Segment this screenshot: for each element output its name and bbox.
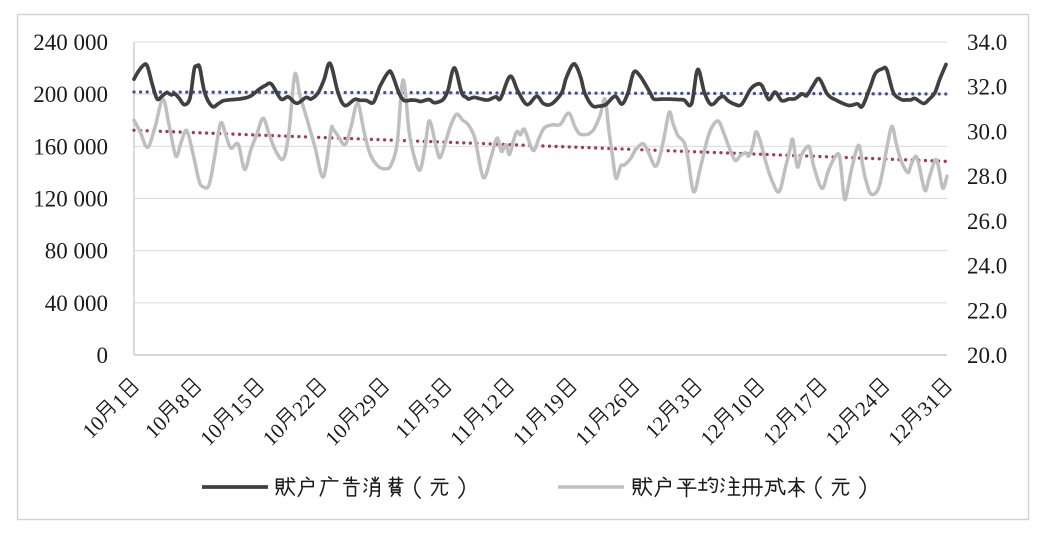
svg-text:120 000: 120 000 (33, 187, 108, 212)
svg-text:240 000: 240 000 (33, 30, 108, 55)
svg-text:20.0: 20.0 (967, 343, 1007, 368)
svg-text:32.0: 32.0 (967, 75, 1007, 100)
svg-text:28.0: 28.0 (967, 164, 1007, 189)
svg-text:0: 0 (97, 343, 109, 368)
svg-text:80 000: 80 000 (45, 239, 108, 264)
svg-text:30.0: 30.0 (967, 119, 1007, 144)
svg-text:200 000: 200 000 (33, 82, 108, 107)
svg-text:160 000: 160 000 (33, 134, 108, 159)
svg-text:26.0: 26.0 (967, 209, 1007, 234)
svg-text:24.0: 24.0 (967, 254, 1007, 279)
svg-text:40 000: 40 000 (45, 291, 108, 316)
svg-text:34.0: 34.0 (967, 30, 1007, 55)
svg-text:22.0: 22.0 (967, 298, 1007, 323)
